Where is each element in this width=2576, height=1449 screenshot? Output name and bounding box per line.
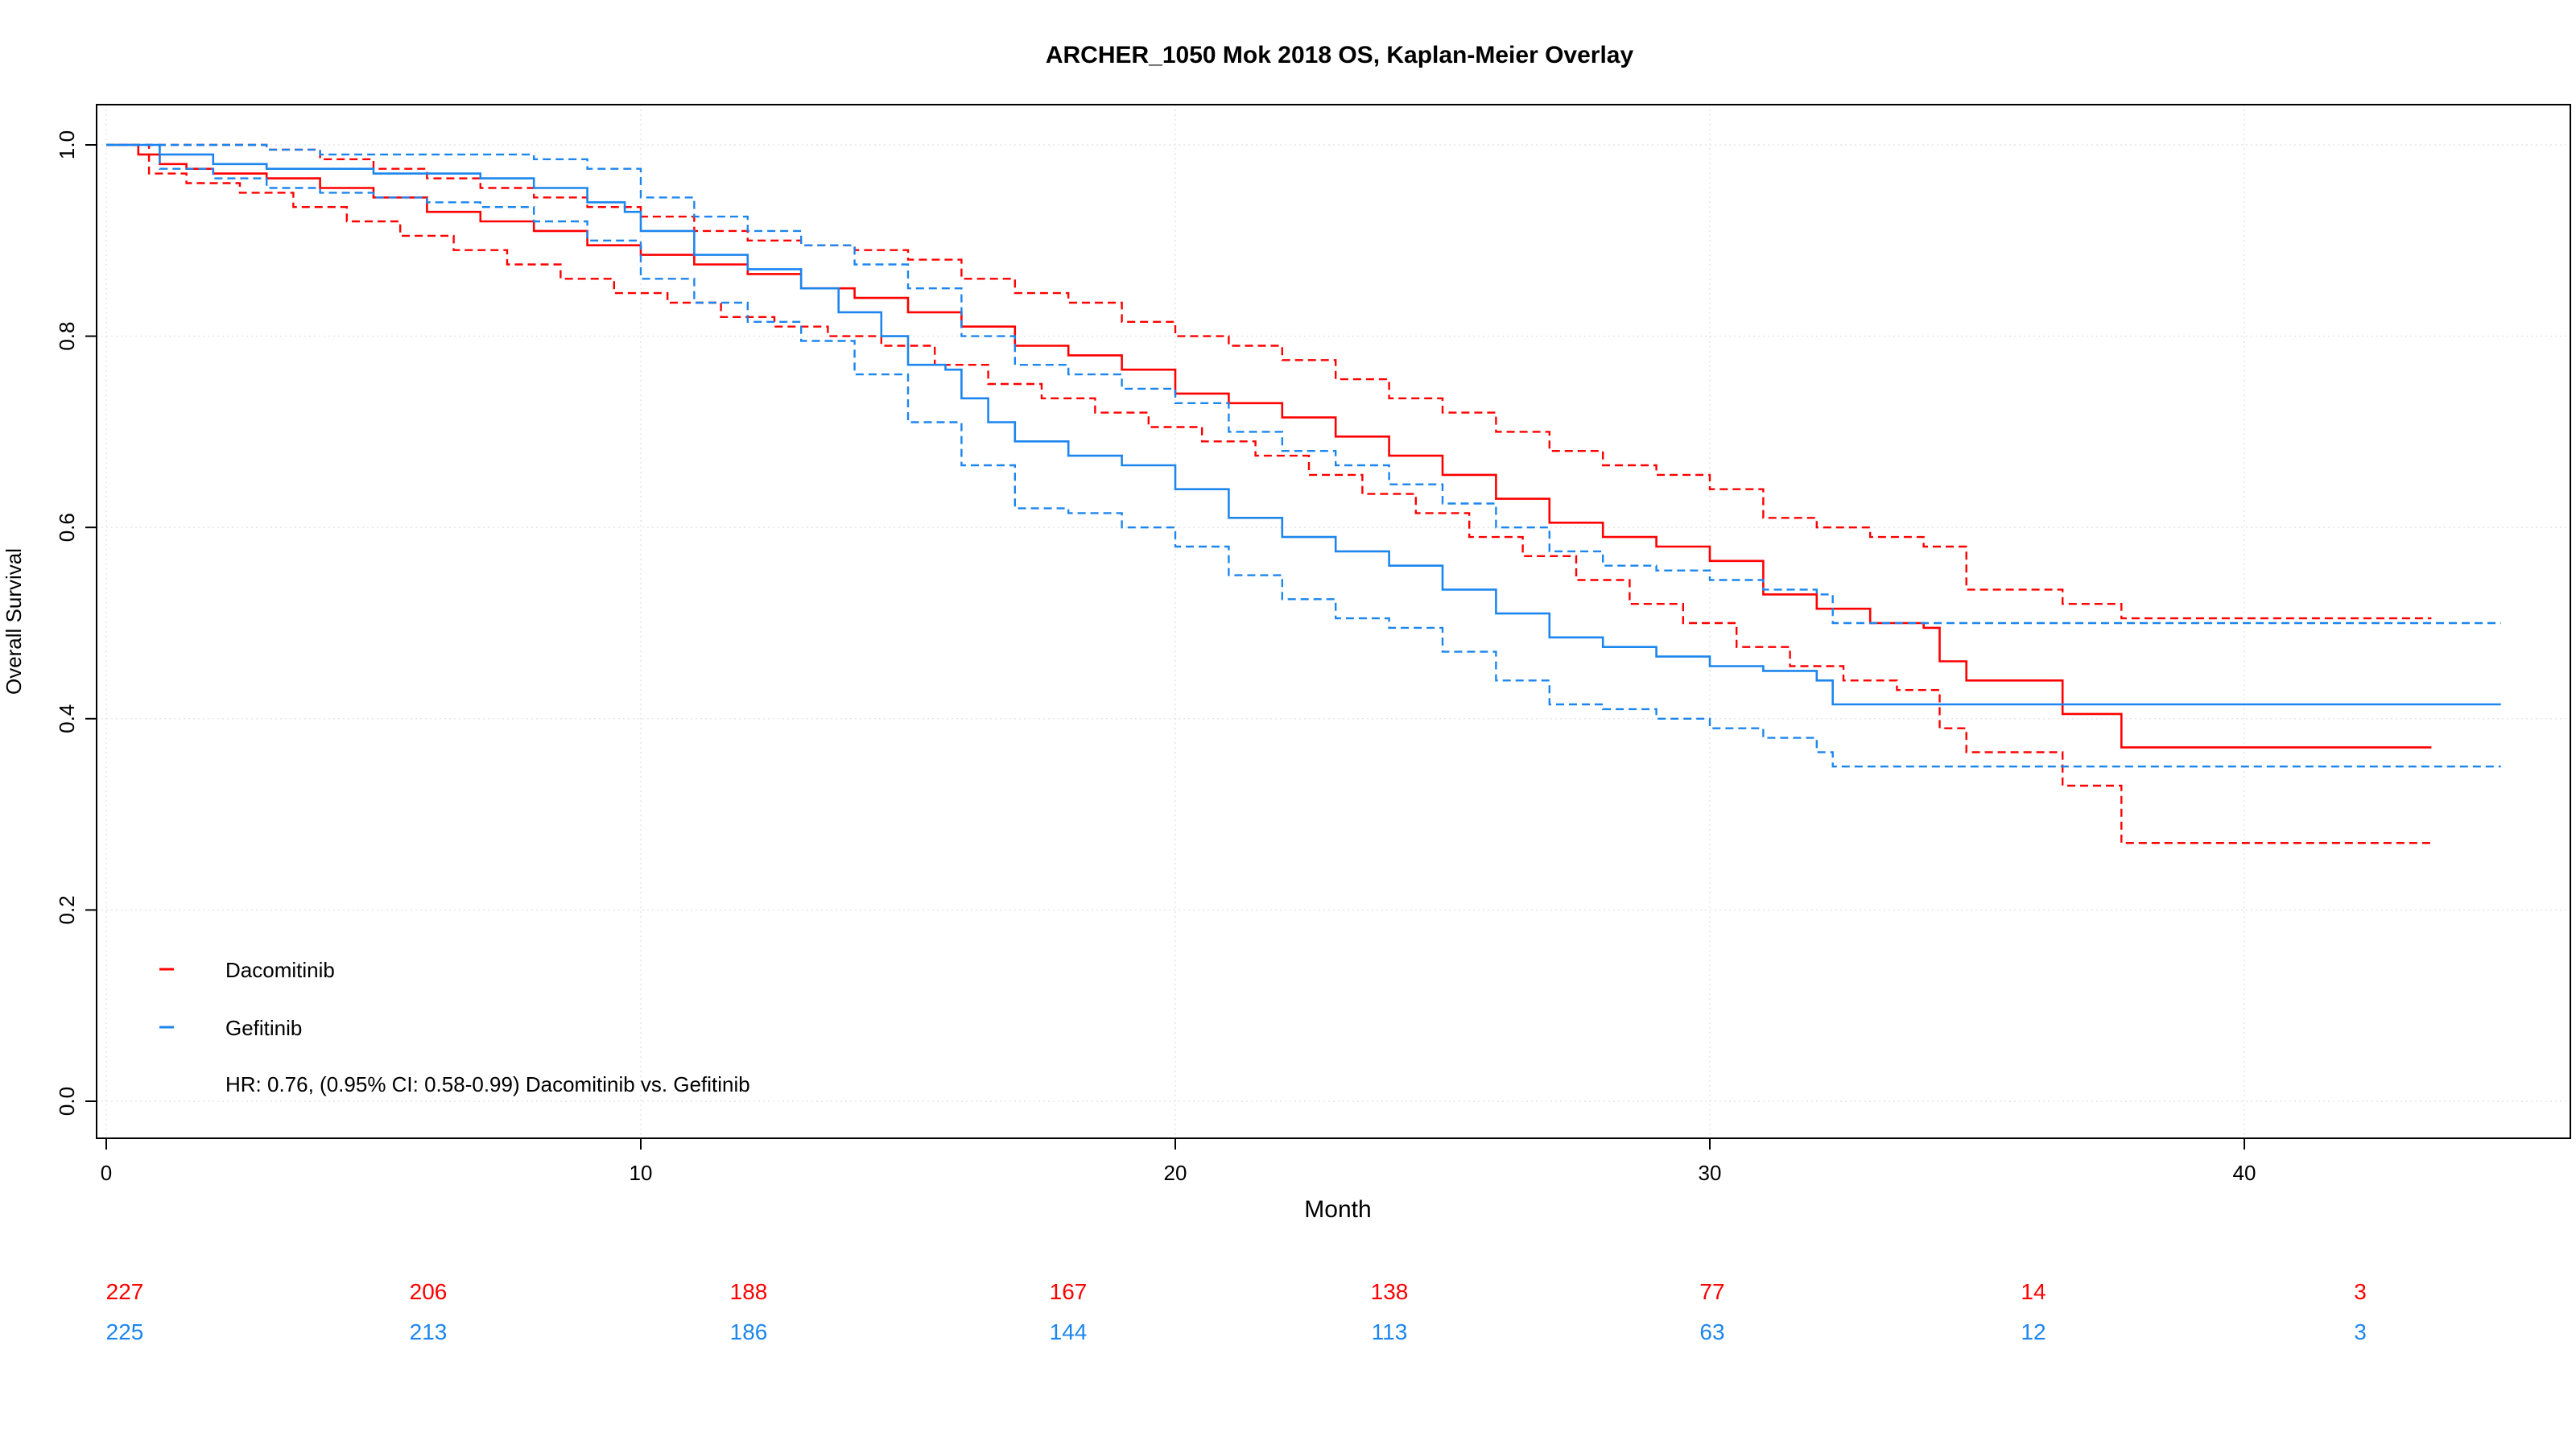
gefitinib-curve (106, 143, 2501, 706)
risk-count-gefitinib: 3 (2354, 1319, 2367, 1344)
risk-count-dacomitinib: 3 (2354, 1279, 2367, 1304)
risk-count-gefitinib: 225 (106, 1319, 144, 1344)
legend-entry-gefitinib: Gefitinib (225, 1016, 302, 1040)
dacomitinib-upper-ci-curve (106, 143, 2432, 620)
y-axis-label: Overall Survival (2, 548, 26, 695)
y-tick-label: 0.2 (55, 895, 79, 924)
risk-count-dacomitinib: 206 (410, 1279, 448, 1304)
risk-count-gefitinib: 186 (730, 1319, 768, 1344)
risk-count-gefitinib: 144 (1050, 1319, 1088, 1344)
legend: Dacomitinib Gefitinib HR: 0.76, (0.95% C… (159, 958, 750, 1096)
risk-count-dacomitinib: 14 (2021, 1279, 2046, 1304)
y-tick-label: 0.0 (55, 1087, 79, 1116)
risk-count-gefitinib: 213 (410, 1319, 448, 1344)
gefitinib-upper-ci-curve (106, 143, 2501, 625)
gefitinib-lower-ci-curve (106, 143, 2501, 768)
dacomitinib-curve (106, 143, 2432, 749)
x-tick-label: 0 (101, 1161, 112, 1185)
hazard-ratio-annotation: HR: 0.76, (0.95% CI: 0.58-0.99) Dacomiti… (225, 1072, 750, 1096)
grid-layer (97, 105, 2570, 1138)
x-axis-label: Month (1304, 1196, 1371, 1223)
risk-count-gefitinib: 63 (1699, 1319, 1724, 1344)
y-tick-label: 0.8 (55, 322, 79, 351)
plot-frame (96, 104, 2571, 1139)
dacomitinib-lower-ci-curve (106, 143, 2432, 844)
legend-entry-dacomitinib: Dacomitinib (225, 958, 335, 982)
risk-count-dacomitinib: 227 (106, 1279, 144, 1304)
x-tick-label: 10 (630, 1161, 653, 1185)
x-tick-label: 30 (1699, 1161, 1722, 1185)
axis-layer: 0 10 20 30 40 0.0 0.2 0.4 0.6 0.8 1.0 (55, 130, 2256, 1185)
y-tick-label: 0.4 (55, 704, 79, 733)
x-tick-label: 20 (1164, 1161, 1187, 1185)
x-tick-label: 40 (2233, 1161, 2256, 1185)
risk-table: 227 206 188 167 138 77 14 3 225 213 186 144 113 63 12 3 (106, 1279, 2367, 1344)
chart-title: ARCHER_1050 Mok 2018 OS, Kaplan-Meier Ov… (1046, 42, 1634, 68)
y-tick-label: 0.6 (55, 513, 79, 542)
risk-count-gefitinib: 113 (1372, 1319, 1408, 1344)
risk-count-dacomitinib: 188 (730, 1279, 768, 1304)
risk-count-dacomitinib: 138 (1371, 1279, 1409, 1304)
risk-count-dacomitinib: 167 (1050, 1279, 1088, 1304)
y-tick-label: 1.0 (55, 130, 79, 159)
series-layer (106, 143, 2501, 844)
risk-count-gefitinib: 12 (2021, 1319, 2046, 1344)
risk-count-dacomitinib: 77 (1699, 1279, 1724, 1304)
